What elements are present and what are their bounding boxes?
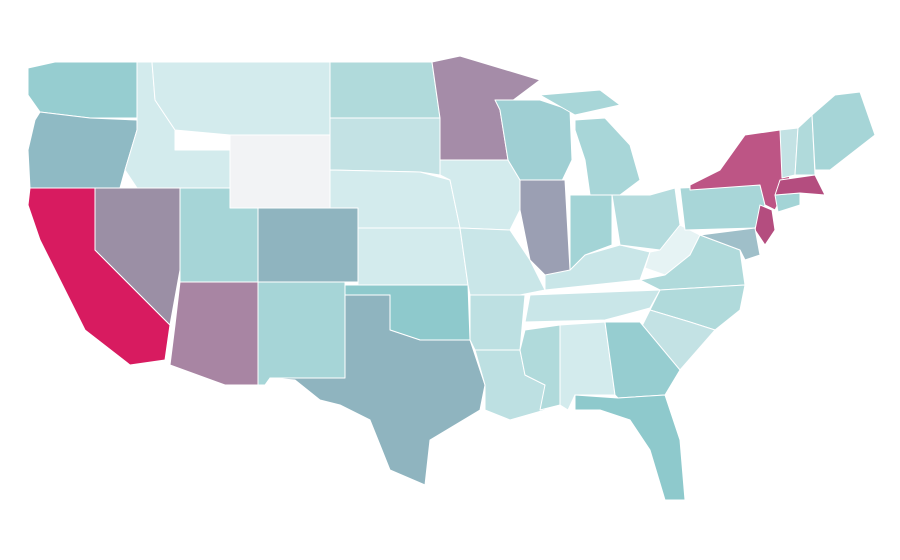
- state-region: [257, 281, 346, 386]
- state-region: [774, 174, 826, 196]
- state-region: [329, 61, 441, 119]
- state-region: [524, 289, 661, 323]
- state-region: [151, 61, 331, 136]
- state-region: [699, 227, 761, 261]
- state-region: [357, 227, 469, 286]
- state-region: [169, 281, 259, 386]
- state-region: [459, 227, 546, 296]
- state-region: [27, 111, 138, 189]
- state-region: [754, 204, 776, 246]
- state-region: [229, 134, 331, 209]
- state-region: [811, 91, 876, 171]
- state-region: [329, 117, 441, 176]
- state-region: [574, 394, 686, 501]
- state-region: [27, 61, 138, 119]
- state-region: [469, 294, 526, 351]
- state-region: [257, 207, 359, 283]
- state-region: [774, 192, 801, 213]
- state-region: [269, 294, 486, 486]
- state-region: [679, 184, 766, 231]
- state-region: [794, 114, 816, 176]
